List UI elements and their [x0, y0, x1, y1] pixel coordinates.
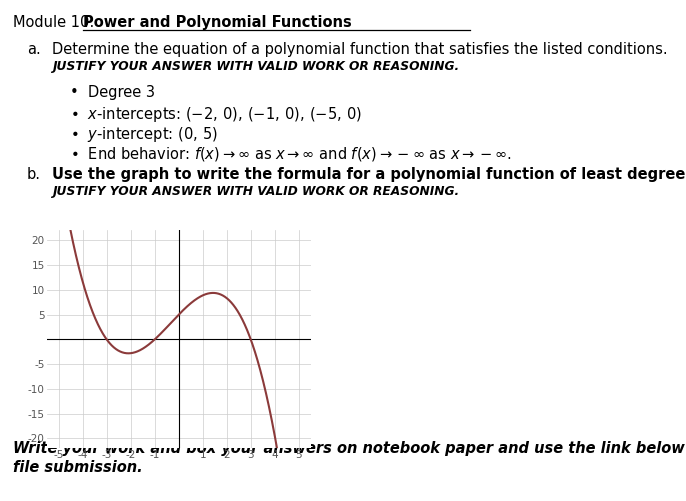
- Text: Module 10:: Module 10:: [13, 15, 99, 30]
- Text: JUSTIFY YOUR ANSWER WITH VALID WORK OR REASONING.: JUSTIFY YOUR ANSWER WITH VALID WORK OR R…: [52, 60, 459, 73]
- Text: •  End behavior: $f(x)\rightarrow\infty$ as $x\rightarrow\infty$ and $f(x)\right: • End behavior: $f(x)\rightarrow\infty$ …: [70, 145, 512, 163]
- Text: Use the graph to write the formula for a polynomial function of least degree.: Use the graph to write the formula for a…: [52, 167, 686, 182]
- Text: JUSTIFY YOUR ANSWER WITH VALID WORK OR REASONING.: JUSTIFY YOUR ANSWER WITH VALID WORK OR R…: [52, 185, 459, 198]
- Text: b.: b.: [27, 167, 41, 182]
- Text: Write your work and box your answers on notebook paper and use the link below to: Write your work and box your answers on …: [13, 441, 686, 456]
- Text: •  Degree 3: • Degree 3: [70, 85, 155, 100]
- Text: Determine the equation of a polynomial function that satisfies the listed condit: Determine the equation of a polynomial f…: [52, 42, 667, 57]
- Text: file submission.: file submission.: [13, 460, 143, 475]
- Text: •  $x$-intercepts: $(-2,\,0),\,(-1,\,0),\,(-5,\,0)$: • $x$-intercepts: $(-2,\,0),\,(-1,\,0),\…: [70, 105, 362, 124]
- Text: a.: a.: [27, 42, 40, 57]
- Text: •  $y$-intercept: $(0,\,5)$: • $y$-intercept: $(0,\,5)$: [70, 125, 218, 144]
- Text: Power and Polynomial Functions: Power and Polynomial Functions: [83, 15, 352, 30]
